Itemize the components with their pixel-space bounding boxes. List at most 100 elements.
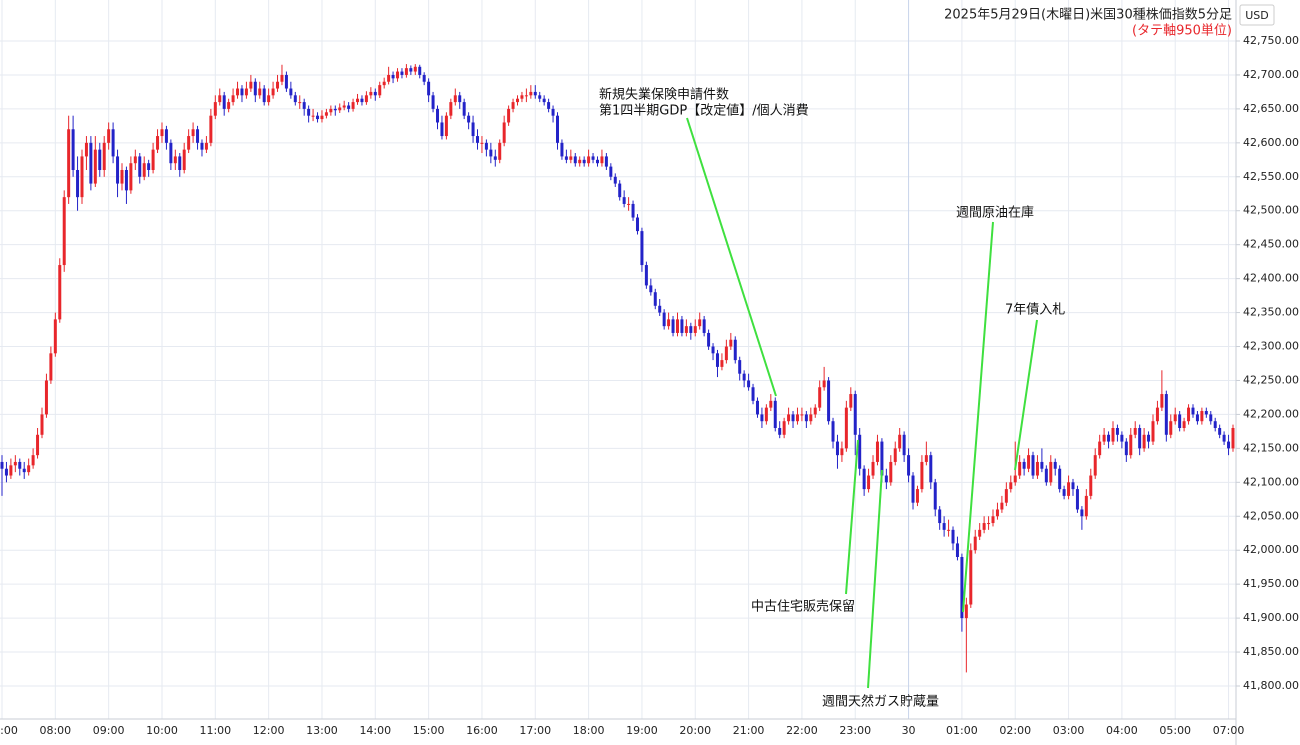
candle-body	[529, 91, 533, 96]
candle-body	[875, 441, 879, 462]
candle-body	[595, 159, 599, 164]
candle-body	[871, 461, 875, 476]
candle-body	[480, 142, 484, 144]
candle-body	[618, 183, 622, 198]
y-tick-label: 42,250.00	[1243, 373, 1299, 386]
candle-body	[640, 231, 644, 266]
candle-body	[1000, 502, 1004, 510]
candle-body	[995, 509, 999, 517]
candle-body	[142, 163, 146, 177]
candle-body	[1031, 455, 1035, 476]
candle-body	[347, 105, 351, 109]
candle-body	[973, 536, 977, 551]
candle-body	[187, 136, 191, 150]
annotation: 7年債入札	[1005, 303, 1065, 318]
candle-body	[307, 108, 311, 116]
x-tick-label: 21:00	[733, 724, 765, 737]
y-tick-label: 42,350.00	[1243, 306, 1299, 319]
candle-body	[182, 149, 186, 170]
candle-body	[804, 414, 808, 422]
candle-body	[524, 95, 528, 97]
candle-body	[13, 461, 17, 466]
y-tick-label: 42,700.00	[1243, 68, 1299, 81]
y-axis: 41,800.00 41,850.00 41,900.00 41,950.00 42,0…	[1236, 34, 1299, 692]
candle-body	[1164, 394, 1168, 435]
candle-body	[404, 68, 408, 75]
x-tick-label: 20:00	[679, 724, 711, 737]
annotation: 週間天然ガス貯蔵量	[822, 694, 939, 710]
candle-body	[1022, 461, 1026, 469]
candle-body	[1013, 475, 1017, 483]
candle-body	[711, 346, 715, 354]
x-tick-label: 19:00	[626, 724, 658, 737]
y-tick-label: 42,100.00	[1243, 475, 1299, 488]
x-tick-label: 22:00	[786, 724, 818, 737]
x-tick-label: 11:00	[199, 724, 231, 737]
candle-body	[982, 523, 986, 530]
candle-body	[1115, 428, 1119, 435]
candle-body	[778, 428, 782, 435]
annotation-line	[845, 439, 859, 595]
candle-body	[542, 98, 546, 103]
candle-body	[493, 156, 497, 160]
candle-body	[835, 441, 839, 456]
candle-body	[120, 169, 124, 184]
candle-body	[1178, 414, 1182, 429]
annotation: 週間原油在庫	[956, 206, 1034, 221]
candle-body	[564, 156, 568, 160]
candle-body	[1084, 495, 1088, 517]
candle-body	[0, 461, 4, 469]
candle-body	[484, 142, 488, 150]
candle-body	[960, 557, 964, 619]
candle-body	[356, 98, 360, 103]
candle-body	[364, 95, 368, 103]
candle-body	[1044, 468, 1048, 483]
candle-body	[351, 102, 355, 109]
candle-body	[1067, 482, 1071, 496]
candle-body	[1133, 428, 1137, 435]
candle-body	[284, 74, 288, 89]
candle-body	[293, 95, 297, 103]
candle-body	[1129, 434, 1133, 456]
candle-body	[253, 81, 257, 96]
y-tick-label: 42,300.00	[1243, 340, 1299, 353]
candle-body	[22, 468, 26, 473]
candle-body	[489, 149, 493, 157]
chart-title: 2025年5月29日(木曜日)米国30種株価指数5分足	[944, 7, 1232, 23]
candle-body	[969, 550, 973, 605]
y-tick-label: 41,900.00	[1243, 611, 1299, 624]
candle-body	[653, 292, 657, 306]
candle-body	[36, 434, 40, 456]
x-tick-label: 04:00	[1106, 724, 1138, 737]
x-tick-label: 14:00	[359, 724, 391, 737]
candle-body	[675, 319, 679, 333]
candle-body	[707, 332, 711, 347]
candle-body	[413, 66, 417, 72]
annotation: 新規失業保険申請件数	[599, 87, 729, 103]
candle-body	[1004, 489, 1008, 503]
x-tick-label: 03:00	[1053, 724, 1085, 737]
candle-body	[1227, 441, 1231, 449]
candle-body	[947, 529, 951, 531]
candle-body	[271, 88, 275, 96]
candle-body	[907, 455, 911, 476]
candle-body	[249, 81, 253, 89]
candle-body	[147, 163, 151, 170]
candle-body	[502, 122, 506, 143]
candle-body	[862, 468, 866, 490]
annotation-line	[686, 117, 777, 397]
candle-body	[391, 74, 395, 79]
candle-body	[53, 319, 57, 354]
x-tick-label: 12:00	[253, 724, 285, 737]
candle-body	[889, 461, 893, 483]
candle-body	[342, 105, 346, 108]
y-tick-label: 42,150.00	[1243, 441, 1299, 454]
candle-body	[1107, 434, 1111, 442]
annotation-line	[867, 469, 883, 689]
candle-body	[507, 108, 511, 123]
y-axis-unit: USD	[1245, 9, 1269, 22]
candle-body	[84, 142, 88, 157]
candle-body	[600, 156, 604, 164]
candle-body	[898, 434, 902, 449]
candle-body	[764, 407, 768, 422]
